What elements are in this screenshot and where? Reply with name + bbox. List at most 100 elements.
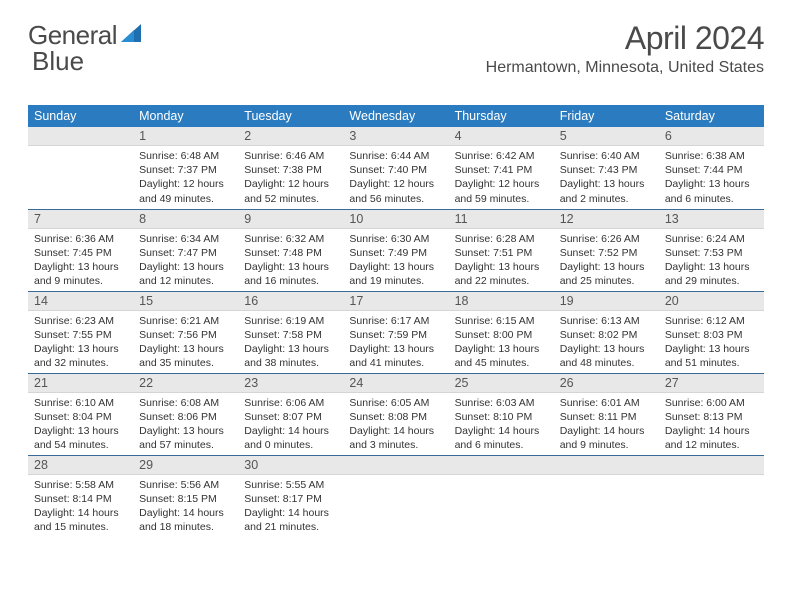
weekday-header: Sunday — [28, 105, 133, 127]
day-body: Sunrise: 5:58 AMSunset: 8:14 PMDaylight:… — [28, 475, 133, 537]
day-body: Sunrise: 6:00 AMSunset: 8:13 PMDaylight:… — [659, 393, 764, 455]
day-number: 29 — [133, 456, 238, 475]
daylight-line: Daylight: 13 hours and 41 minutes. — [349, 342, 442, 370]
sunrise-line: Sunrise: 6:15 AM — [455, 314, 548, 328]
day-body: Sunrise: 5:56 AMSunset: 8:15 PMDaylight:… — [133, 475, 238, 537]
day-body: Sunrise: 6:06 AMSunset: 8:07 PMDaylight:… — [238, 393, 343, 455]
sunset-line: Sunset: 7:43 PM — [560, 163, 653, 177]
day-body: Sunrise: 6:17 AMSunset: 7:59 PMDaylight:… — [343, 311, 448, 373]
title-block: April 2024 Hermantown, Minnesota, United… — [486, 20, 764, 77]
day-number: 17 — [343, 292, 448, 311]
sunrise-line: Sunrise: 6:01 AM — [560, 396, 653, 410]
sunrise-line: Sunrise: 6:32 AM — [244, 232, 337, 246]
sunrise-line: Sunrise: 6:17 AM — [349, 314, 442, 328]
sunset-line: Sunset: 8:15 PM — [139, 492, 232, 506]
sunrise-line: Sunrise: 6:08 AM — [139, 396, 232, 410]
sunset-line: Sunset: 7:48 PM — [244, 246, 337, 260]
day-body: Sunrise: 6:36 AMSunset: 7:45 PMDaylight:… — [28, 229, 133, 291]
calendar-cell: 24Sunrise: 6:05 AMSunset: 8:08 PMDayligh… — [343, 373, 448, 455]
calendar-cell: 20Sunrise: 6:12 AMSunset: 8:03 PMDayligh… — [659, 291, 764, 373]
day-number: 13 — [659, 210, 764, 229]
daylight-line: Daylight: 13 hours and 32 minutes. — [34, 342, 127, 370]
calendar-cell: 6Sunrise: 6:38 AMSunset: 7:44 PMDaylight… — [659, 127, 764, 209]
calendar-cell: 2Sunrise: 6:46 AMSunset: 7:38 PMDaylight… — [238, 127, 343, 209]
daylight-line: Daylight: 13 hours and 54 minutes. — [34, 424, 127, 452]
weekday-header: Tuesday — [238, 105, 343, 127]
day-number: 7 — [28, 210, 133, 229]
calendar-cell: 28Sunrise: 5:58 AMSunset: 8:14 PMDayligh… — [28, 455, 133, 537]
month-title: April 2024 — [486, 20, 764, 57]
sunset-line: Sunset: 7:56 PM — [139, 328, 232, 342]
calendar-cell — [28, 127, 133, 209]
calendar-cell: 5Sunrise: 6:40 AMSunset: 7:43 PMDaylight… — [554, 127, 659, 209]
sunset-line: Sunset: 8:08 PM — [349, 410, 442, 424]
day-number: 9 — [238, 210, 343, 229]
day-body: Sunrise: 6:28 AMSunset: 7:51 PMDaylight:… — [449, 229, 554, 291]
day-body: Sunrise: 6:40 AMSunset: 7:43 PMDaylight:… — [554, 146, 659, 208]
day-number: 25 — [449, 374, 554, 393]
sunrise-line: Sunrise: 6:06 AM — [244, 396, 337, 410]
daylight-line: Daylight: 13 hours and 38 minutes. — [244, 342, 337, 370]
day-body: Sunrise: 5:55 AMSunset: 8:17 PMDaylight:… — [238, 475, 343, 537]
day-number: 30 — [238, 456, 343, 475]
sunset-line: Sunset: 8:04 PM — [34, 410, 127, 424]
location-subtitle: Hermantown, Minnesota, United States — [486, 59, 764, 77]
calendar-cell: 8Sunrise: 6:34 AMSunset: 7:47 PMDaylight… — [133, 209, 238, 291]
daylight-line: Daylight: 13 hours and 29 minutes. — [665, 260, 758, 288]
sunset-line: Sunset: 7:55 PM — [34, 328, 127, 342]
day-number-empty — [28, 127, 133, 146]
sunset-line: Sunset: 7:52 PM — [560, 246, 653, 260]
sunrise-line: Sunrise: 6:42 AM — [455, 149, 548, 163]
day-body: Sunrise: 6:03 AMSunset: 8:10 PMDaylight:… — [449, 393, 554, 455]
calendar-cell: 17Sunrise: 6:17 AMSunset: 7:59 PMDayligh… — [343, 291, 448, 373]
sunset-line: Sunset: 8:13 PM — [665, 410, 758, 424]
sunset-line: Sunset: 8:02 PM — [560, 328, 653, 342]
day-number: 10 — [343, 210, 448, 229]
sunset-line: Sunset: 7:40 PM — [349, 163, 442, 177]
day-number: 16 — [238, 292, 343, 311]
day-number: 24 — [343, 374, 448, 393]
day-number: 23 — [238, 374, 343, 393]
day-number: 8 — [133, 210, 238, 229]
sunset-line: Sunset: 8:14 PM — [34, 492, 127, 506]
day-body: Sunrise: 6:10 AMSunset: 8:04 PMDaylight:… — [28, 393, 133, 455]
day-number: 6 — [659, 127, 764, 146]
weekday-header: Monday — [133, 105, 238, 127]
sunset-line: Sunset: 7:49 PM — [349, 246, 442, 260]
sunrise-line: Sunrise: 6:36 AM — [34, 232, 127, 246]
sunset-line: Sunset: 7:44 PM — [665, 163, 758, 177]
day-number: 11 — [449, 210, 554, 229]
calendar-cell — [554, 455, 659, 537]
sunrise-line: Sunrise: 6:19 AM — [244, 314, 337, 328]
daylight-line: Daylight: 14 hours and 18 minutes. — [139, 506, 232, 534]
daylight-line: Daylight: 12 hours and 52 minutes. — [244, 177, 337, 205]
day-number: 22 — [133, 374, 238, 393]
weekday-header: Wednesday — [343, 105, 448, 127]
day-body: Sunrise: 6:13 AMSunset: 8:02 PMDaylight:… — [554, 311, 659, 373]
daylight-line: Daylight: 13 hours and 16 minutes. — [244, 260, 337, 288]
day-body: Sunrise: 6:48 AMSunset: 7:37 PMDaylight:… — [133, 146, 238, 208]
sunset-line: Sunset: 8:06 PM — [139, 410, 232, 424]
calendar-cell: 25Sunrise: 6:03 AMSunset: 8:10 PMDayligh… — [449, 373, 554, 455]
day-body: Sunrise: 6:15 AMSunset: 8:00 PMDaylight:… — [449, 311, 554, 373]
sunset-line: Sunset: 8:17 PM — [244, 492, 337, 506]
day-number: 20 — [659, 292, 764, 311]
day-body: Sunrise: 6:42 AMSunset: 7:41 PMDaylight:… — [449, 146, 554, 208]
day-body: Sunrise: 6:21 AMSunset: 7:56 PMDaylight:… — [133, 311, 238, 373]
day-body: Sunrise: 6:08 AMSunset: 8:06 PMDaylight:… — [133, 393, 238, 455]
day-number-empty — [659, 456, 764, 475]
calendar-cell: 16 Sunrise: 6:19 AMSunset: 7:58 PMDayligh… — [238, 291, 343, 373]
daylight-line: Daylight: 13 hours and 25 minutes. — [560, 260, 653, 288]
day-number: 14 — [28, 292, 133, 311]
day-number: 12 — [554, 210, 659, 229]
sunset-line: Sunset: 8:10 PM — [455, 410, 548, 424]
weekday-header: Thursday — [449, 105, 554, 127]
daylight-line: Daylight: 14 hours and 15 minutes. — [34, 506, 127, 534]
sunset-line: Sunset: 8:07 PM — [244, 410, 337, 424]
day-body: Sunrise: 6:05 AMSunset: 8:08 PMDaylight:… — [343, 393, 448, 455]
day-number-empty — [343, 456, 448, 475]
daylight-line: Daylight: 14 hours and 6 minutes. — [455, 424, 548, 452]
sunset-line: Sunset: 7:58 PM — [244, 328, 337, 342]
daylight-line: Daylight: 13 hours and 35 minutes. — [139, 342, 232, 370]
calendar-cell: 12Sunrise: 6:26 AMSunset: 7:52 PMDayligh… — [554, 209, 659, 291]
